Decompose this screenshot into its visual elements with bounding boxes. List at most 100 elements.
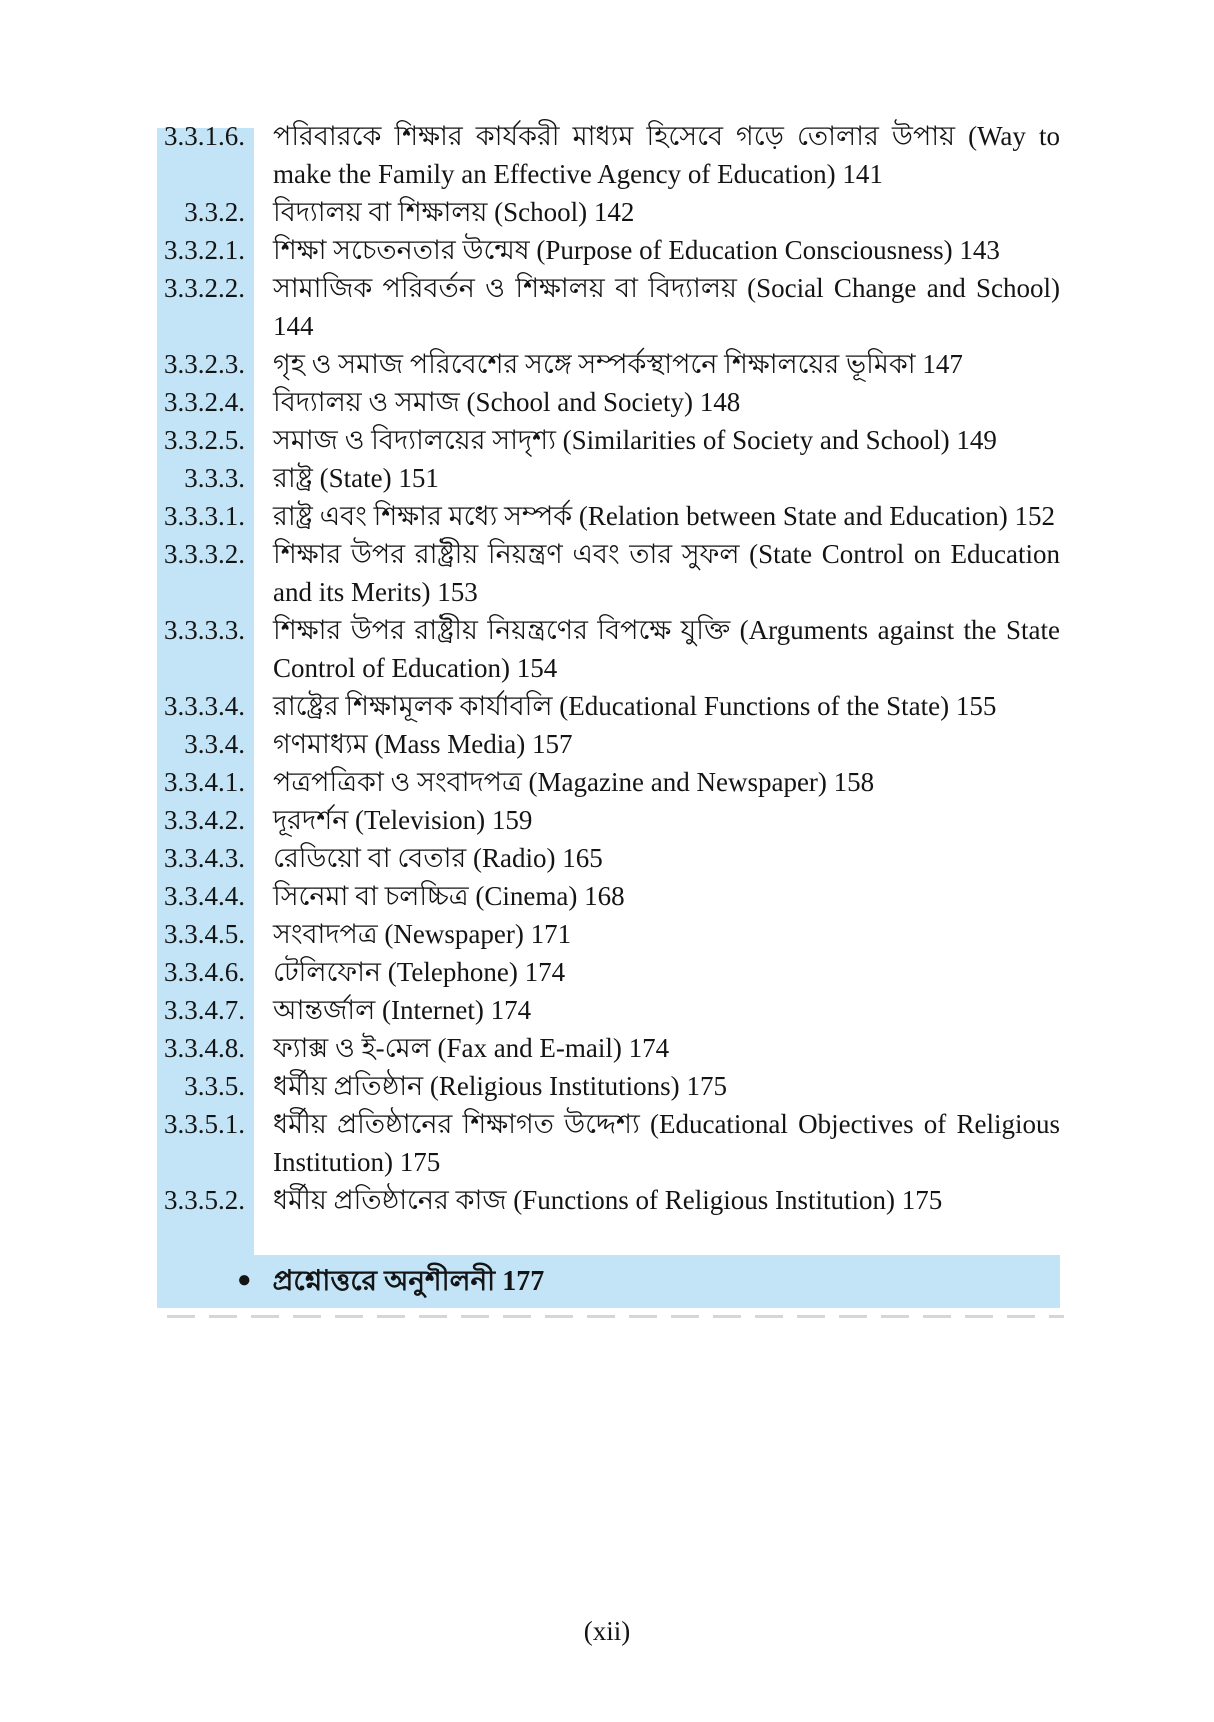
toc-entry-page: 143 xyxy=(959,235,1000,265)
toc-entry: 3.3.3.1. রাষ্ট্র এবং শিক্ষার মধ্যে সম্পর… xyxy=(157,497,1060,535)
toc-entry-page: 159 xyxy=(491,805,533,835)
toc-container: 3.3.1.6. পরিবারকে শিক্ষার কার্যকরী মাধ্য… xyxy=(157,117,1064,1318)
toc-entry-number: 3.3.4. xyxy=(184,729,245,759)
toc-entry-page: 147 xyxy=(922,349,963,379)
toc-entry-page: 174 xyxy=(490,995,532,1025)
toc-entry-title: টেলিফোন (Telephone) xyxy=(273,957,518,987)
toc-entry-title: ধর্মীয় প্রতিষ্ঠানের কাজ (Functions of R… xyxy=(273,1185,895,1215)
toc-entry-page: 158 xyxy=(833,767,875,797)
toc-entry-title: পত্রপত্রিকা ও সংবাদপত্র (Magazine and Ne… xyxy=(273,767,827,797)
toc-entry-number: 3.3.4.5. xyxy=(164,919,245,949)
toc-entry-text: বিদ্যালয় বা শিক্ষালয় (School) 142 xyxy=(254,193,1060,231)
toc-entry: 3.3.2. বিদ্যালয় বা শিক্ষালয় (School) 1… xyxy=(157,193,1060,231)
toc-entry-number: 3.3.2.2. xyxy=(164,273,245,303)
toc-entry-number: 3.3.1.6. xyxy=(164,121,245,151)
toc-entry: 3.3.5.1. ধর্মীয় প্রতিষ্ঠানের শিক্ষাগত উ… xyxy=(157,1105,1060,1181)
toc-entry-text: রাষ্ট্রের শিক্ষামূলক কার্যাবলি (Educatio… xyxy=(254,687,1060,725)
toc-entry-page: 175 xyxy=(399,1147,441,1177)
toc-entry-page: 168 xyxy=(584,881,625,911)
toc-entry: 3.3.4.6. টেলিফোন (Telephone) 174 xyxy=(157,953,1060,991)
toc-entry-title: আন্তর্জাল (Internet) xyxy=(273,995,484,1025)
toc-entry-page: 174 xyxy=(628,1033,670,1063)
toc-entry-text: বিদ্যালয় ও সমাজ (School and Society) 14… xyxy=(254,383,1060,421)
toc-entry-title: শিক্ষার উপর রাষ্ট্রীয় নিয়ন্ত্রণ এবং তা… xyxy=(273,539,1060,607)
toc-entry: 3.3.1.6. পরিবারকে শিক্ষার কার্যকরী মাধ্য… xyxy=(157,117,1060,193)
toc-entry-page: 155 xyxy=(955,691,997,721)
toc-entry-number: 3.3.4.4. xyxy=(164,881,245,911)
toc-entry-page: 175 xyxy=(686,1071,727,1101)
toc-entry: 3.3.2.3. গৃহ ও সমাজ পরিবেশের সঙ্গে সম্পর… xyxy=(157,345,1060,383)
toc-entry-text: ধর্মীয় প্রতিষ্ঠান (Religious Institutio… xyxy=(254,1067,1060,1105)
toc-entry: 3.3.5. ধর্মীয় প্রতিষ্ঠান (Religious Ins… xyxy=(157,1067,1060,1105)
toc-entry-number: 3.3.3.4. xyxy=(164,691,245,721)
toc-entry-number: 3.3.4.8. xyxy=(164,1033,245,1063)
toc-entry-number: 3.3.5. xyxy=(184,1071,245,1101)
toc-entry-text: ধর্মীয় প্রতিষ্ঠানের কাজ (Functions of R… xyxy=(254,1181,1060,1219)
toc-entry-text: রাষ্ট্র এবং শিক্ষার মধ্যে সম্পর্ক (Relat… xyxy=(254,497,1060,535)
toc-entry-text: রেডিয়ো বা বেতার (Radio) 165 xyxy=(254,839,1060,877)
toc-entry-title: সমাজ ও বিদ্যালয়ের সাদৃশ্য (Similarities… xyxy=(273,425,950,455)
toc-entry-text: সংবাদপত্র (Newspaper) 171 xyxy=(254,915,1060,953)
page-number: (xii) xyxy=(583,1616,631,1646)
toc-entry-number: 3.3.3.2. xyxy=(164,539,245,569)
exercise-page-number: 177 xyxy=(502,1266,545,1297)
toc-entry: 3.3.3. রাষ্ট্র (State) 151 xyxy=(157,459,1060,497)
toc-entry-number: 3.3.3.1. xyxy=(164,501,245,531)
toc-entry: 3.3.4. গণমাধ্যম (Mass Media) 157 xyxy=(157,725,1060,763)
toc-entry-number: 3.3.3. xyxy=(184,463,245,493)
toc-entry: 3.3.5.2. ধর্মীয় প্রতিষ্ঠানের কাজ (Funct… xyxy=(157,1181,1060,1219)
toc-entry: 3.3.2.4. বিদ্যালয় ও সমাজ (School and So… xyxy=(157,383,1060,421)
toc-entry-text: আন্তর্জাল (Internet) 174 xyxy=(254,991,1060,1029)
toc-entry-text: টেলিফোন (Telephone) 174 xyxy=(254,953,1060,991)
toc-entry-text: শিক্ষার উপর রাষ্ট্রীয় নিয়ন্ত্রণের বিপক… xyxy=(254,611,1060,687)
toc-entry-text: গণমাধ্যম (Mass Media) 157 xyxy=(254,725,1060,763)
toc-entry: 3.3.2.5. সমাজ ও বিদ্যালয়ের সাদৃশ্য (Sim… xyxy=(157,421,1060,459)
toc-entry-page: 148 xyxy=(699,387,741,417)
exercise-band: ● প্রশ্নোত্তরে অনুশীলনী 177 xyxy=(157,1255,1064,1318)
toc-entry-text: দূরদর্শন (Television) 159 xyxy=(254,801,1060,839)
toc-entry-number: 3.3.4.3. xyxy=(164,843,245,873)
toc-entry: 3.3.4.8. ফ্যাক্স ও ই-মেল (Fax and E-mail… xyxy=(157,1029,1060,1067)
toc-entry-number: 3.3.4.6. xyxy=(164,957,245,987)
toc-entry-title: রেডিয়ো বা বেতার (Radio) xyxy=(273,843,556,873)
toc-entry: 3.3.4.5. সংবাদপত্র (Newspaper) 171 xyxy=(157,915,1060,953)
toc-entry: 3.3.2.2. সামাজিক পরিবর্তন ও শিক্ষালয় বা… xyxy=(157,269,1060,345)
toc-entry-page: 149 xyxy=(956,425,997,455)
toc-entry: 3.3.4.4. সিনেমা বা চলচ্চিত্র (Cinema) 16… xyxy=(157,877,1060,915)
toc-entry-title: রাষ্ট্রের শিক্ষামূলক কার্যাবলি (Educatio… xyxy=(273,691,950,721)
toc-entry-title: সামাজিক পরিবর্তন ও শিক্ষালয় বা বিদ্যালয… xyxy=(273,273,1060,303)
toc-entry-text: পরিবারকে শিক্ষার কার্যকরী মাধ্যম হিসেবে … xyxy=(254,117,1060,193)
exercise-label: প্রশ্নোত্তরে অনুশীলনী 177 xyxy=(273,1255,545,1308)
toc-entry-title: ধর্মীয় প্রতিষ্ঠানের শিক্ষাগত উদ্দেশ্য (… xyxy=(273,1109,1060,1177)
toc-entry-title: পরিবারকে শিক্ষার কার্যকরী মাধ্যম হিসেবে … xyxy=(273,121,1060,189)
toc-entry-title: রাষ্ট্র (State) xyxy=(273,463,392,493)
toc-entry-number: 3.3.3.3. xyxy=(164,615,245,645)
toc-entry-text: গৃহ ও সমাজ পরিবেশের সঙ্গে সম্পর্কস্থাপনে… xyxy=(254,345,1060,383)
toc-entry-page: 165 xyxy=(562,843,603,873)
toc-entry-title: বিদ্যালয় বা শিক্ষালয় (School) xyxy=(273,197,588,227)
toc-entry-number: 3.3.2.3. xyxy=(164,349,245,379)
toc-entry-title: শিক্ষার উপর রাষ্ট্রীয় নিয়ন্ত্রণের বিপক… xyxy=(273,615,1060,683)
exercise-text: প্রশ্নোত্তরে অনুশীলনী xyxy=(272,1266,496,1297)
toc-entry-text: ফ্যাক্স ও ই-মেল (Fax and E-mail) 174 xyxy=(254,1029,1060,1067)
toc-entry-number: 3.3.2.5. xyxy=(164,425,245,455)
toc-entry-title: গৃহ ও সমাজ পরিবেশের সঙ্গে সম্পর্কস্থাপনে… xyxy=(273,349,916,379)
toc-entry-page: 157 xyxy=(532,729,573,759)
toc-entry-text: শিক্ষার উপর রাষ্ট্রীয় নিয়ন্ত্রণ এবং তা… xyxy=(254,535,1060,611)
toc-entry: 3.3.3.3. শিক্ষার উপর রাষ্ট্রীয় নিয়ন্ত্… xyxy=(157,611,1060,687)
toc-entry-number: 3.3.2.1. xyxy=(164,235,245,265)
toc-entry-text: সমাজ ও বিদ্যালয়ের সাদৃশ্য (Similarities… xyxy=(254,421,1060,459)
toc-entry: 3.3.4.3. রেডিয়ো বা বেতার (Radio) 165 xyxy=(157,839,1060,877)
toc-entry-page: 154 xyxy=(516,653,558,683)
toc-entry-page: 142 xyxy=(593,197,635,227)
toc-entry-title: দূরদর্শন (Television) xyxy=(273,805,486,835)
toc-entry-title: সিনেমা বা চলচ্চিত্র (Cinema) xyxy=(273,881,578,911)
toc-entry-title: বিদ্যালয় ও সমাজ (School and Society) xyxy=(273,387,694,417)
toc-entry-title: সংবাদপত্র (Newspaper) xyxy=(273,919,524,949)
toc-entry-title: রাষ্ট্র এবং শিক্ষার মধ্যে সম্পর্ক (Relat… xyxy=(273,501,1008,531)
toc-entry-text: সিনেমা বা চলচ্চিত্র (Cinema) 168 xyxy=(254,877,1060,915)
toc-entry-number: 3.3.4.1. xyxy=(164,767,245,797)
toc-entry: 3.3.3.4. রাষ্ট্রের শিক্ষামূলক কার্যাবলি … xyxy=(157,687,1060,725)
toc-entry-title: ফ্যাক্স ও ই-মেল (Fax and E-mail) xyxy=(273,1033,622,1063)
